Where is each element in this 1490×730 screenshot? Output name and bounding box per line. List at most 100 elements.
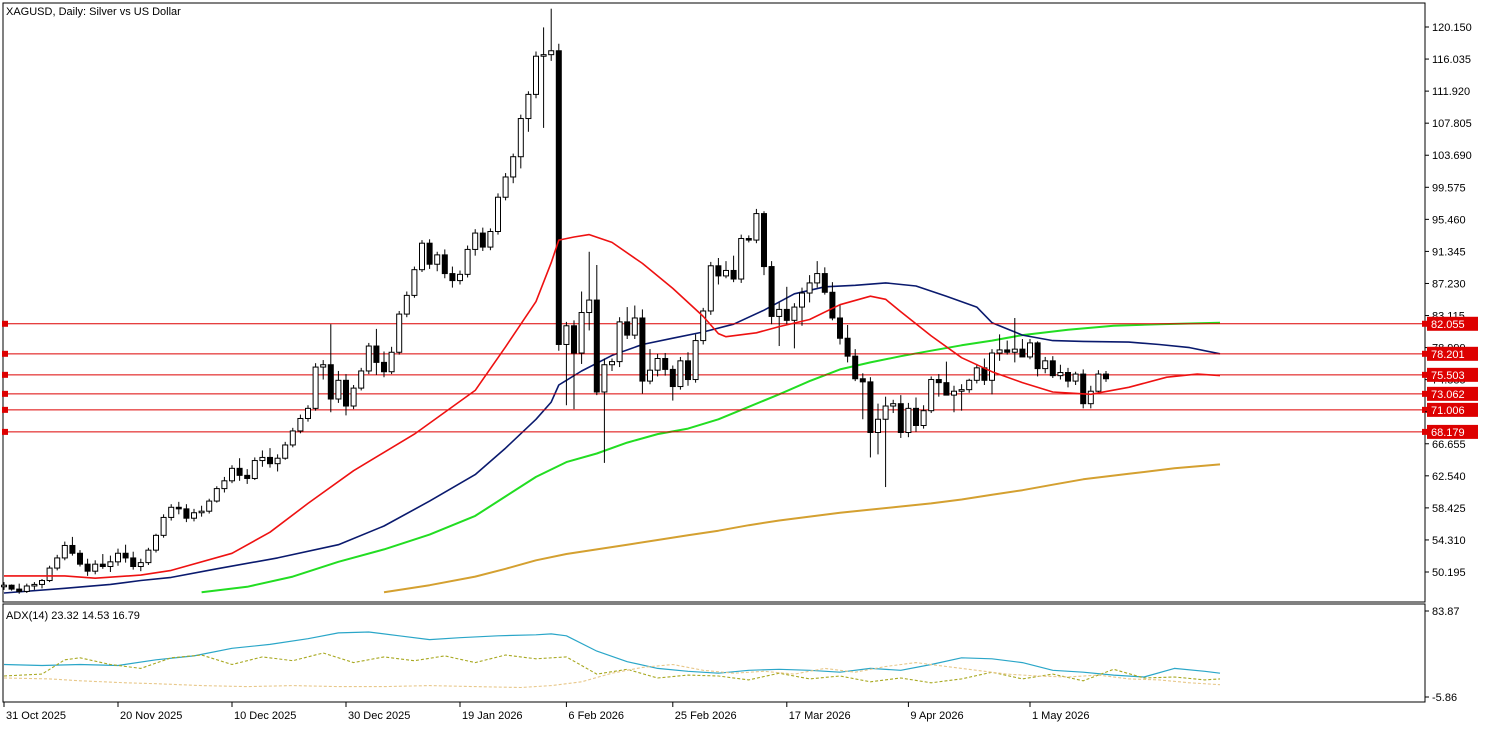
candle — [487, 228, 494, 251]
candle-body-bear — [859, 378, 866, 383]
candle — [723, 261, 729, 279]
candle — [897, 395, 904, 438]
candle — [533, 51, 539, 99]
level-handle-left[interactable] — [2, 320, 8, 327]
candle-body-bull — [335, 379, 342, 400]
candle — [837, 303, 843, 345]
level-handle-right[interactable] — [1422, 406, 1428, 413]
candle-body-bear — [571, 325, 577, 354]
candle — [654, 353, 661, 377]
date-tick-label: 30 Dec 2025 — [348, 710, 410, 722]
date-axis[interactable]: 31 Oct 2025 20 Nov 2025 10 Dec 2025 30 Dec … — [3, 702, 1089, 722]
candle — [297, 414, 304, 434]
ma-slow-layer — [201, 321, 1221, 594]
level-price-tag — [1427, 424, 1478, 439]
price-tick-label: 54.310 — [1432, 535, 1466, 547]
candle-body-bull — [799, 292, 805, 308]
candle-body-bull — [875, 418, 881, 434]
candle-body-bull — [928, 379, 935, 412]
candle — [213, 486, 220, 503]
candle — [844, 324, 851, 363]
candle — [867, 377, 874, 458]
candle — [609, 358, 615, 371]
candle-body-bear — [449, 273, 456, 282]
candle — [449, 266, 456, 288]
candle — [320, 360, 327, 380]
level-handle-left[interactable] — [2, 428, 8, 435]
candle — [814, 261, 821, 288]
level-handle-left[interactable] — [2, 406, 8, 413]
candle — [419, 240, 425, 273]
candle-body-bull — [1095, 373, 1102, 392]
candle — [1042, 356, 1049, 374]
candle-body-bear — [783, 308, 790, 321]
level-price-label: 71.006 — [1431, 405, 1465, 417]
candle-body-bull — [989, 352, 995, 381]
candle-body-bull — [1057, 372, 1064, 377]
candles-layer — [1, 8, 1109, 594]
level-handle-left[interactable] — [2, 371, 8, 378]
candle — [46, 565, 53, 583]
level-handle-right[interactable] — [1422, 428, 1428, 435]
candle-body-bull — [107, 561, 114, 568]
candle-body-bull — [115, 552, 121, 563]
level-handle-right[interactable] — [1422, 350, 1428, 357]
candle — [555, 43, 562, 351]
candle — [115, 548, 121, 566]
candle — [517, 114, 524, 169]
level-price-tag — [1427, 402, 1478, 417]
candle — [388, 346, 395, 375]
candle-body-bull — [692, 340, 699, 381]
candle — [77, 550, 83, 567]
candle-body-bear — [244, 474, 251, 479]
candle-body-bull — [1042, 360, 1049, 370]
candle-body-bear — [821, 273, 828, 293]
candle-body-bear — [639, 317, 646, 382]
candle-body-bull — [776, 308, 783, 317]
candle-body-bull — [229, 467, 235, 482]
candle-body-bull — [396, 313, 403, 353]
candle-body-bull — [358, 370, 365, 389]
candle-body-bear — [16, 588, 23, 592]
level-handle-right[interactable] — [1422, 371, 1428, 378]
adx-layer — [3, 631, 1221, 689]
date-tick-label: 25 Feb 2026 — [675, 710, 737, 722]
adx-title: ADX(14) 23.32 14.53 16.79 — [6, 610, 140, 622]
candle-body-bull — [403, 294, 410, 315]
level-handle-left[interactable] — [2, 350, 8, 357]
candle-body-bull — [1011, 348, 1018, 353]
candle — [905, 402, 912, 438]
candle — [457, 270, 463, 285]
price-tick-label: 66.655 — [1432, 439, 1466, 451]
candle-body-bear — [852, 355, 859, 380]
candle — [365, 342, 372, 375]
candle-body-bull — [973, 367, 980, 381]
candle — [578, 291, 585, 364]
level-handle-right[interactable] — [1422, 320, 1428, 327]
candle — [996, 334, 1003, 361]
candle-body-bear — [761, 213, 767, 268]
candle — [1011, 317, 1018, 363]
candle — [692, 334, 699, 383]
candle-body-bull — [540, 54, 547, 57]
candle — [168, 504, 175, 521]
candle — [54, 554, 61, 571]
candle-body-bear — [715, 265, 722, 277]
date-tick-label: 20 Nov 2025 — [120, 710, 182, 722]
candle — [829, 282, 836, 321]
candle — [913, 397, 919, 432]
candle — [31, 582, 38, 590]
level-handle-left[interactable] — [2, 390, 8, 397]
candle — [966, 378, 973, 393]
candle — [175, 501, 182, 515]
candle — [601, 358, 608, 463]
candle — [973, 363, 980, 384]
candle-body-bull — [677, 360, 684, 388]
level-handle-right[interactable] — [1422, 390, 1428, 397]
price-tick-label: 107.805 — [1432, 118, 1472, 130]
candle — [677, 356, 684, 390]
candle-body-bull — [153, 534, 159, 551]
candle-body-bear — [130, 557, 137, 568]
